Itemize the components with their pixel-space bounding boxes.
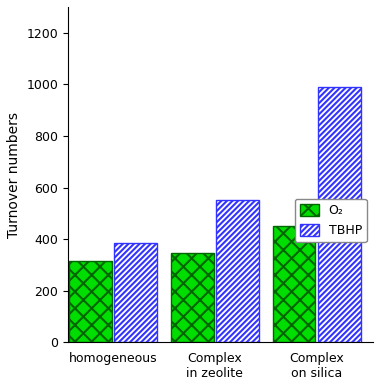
Bar (171, 253, 214, 342)
Legend: O₂, TBHP: O₂, TBHP (295, 199, 367, 242)
Bar (114, 243, 157, 342)
Bar (69, 261, 112, 342)
Bar (216, 200, 259, 342)
Y-axis label: Turnover numbers: Turnover numbers (7, 111, 21, 238)
Bar (272, 226, 315, 342)
Bar (318, 87, 361, 342)
